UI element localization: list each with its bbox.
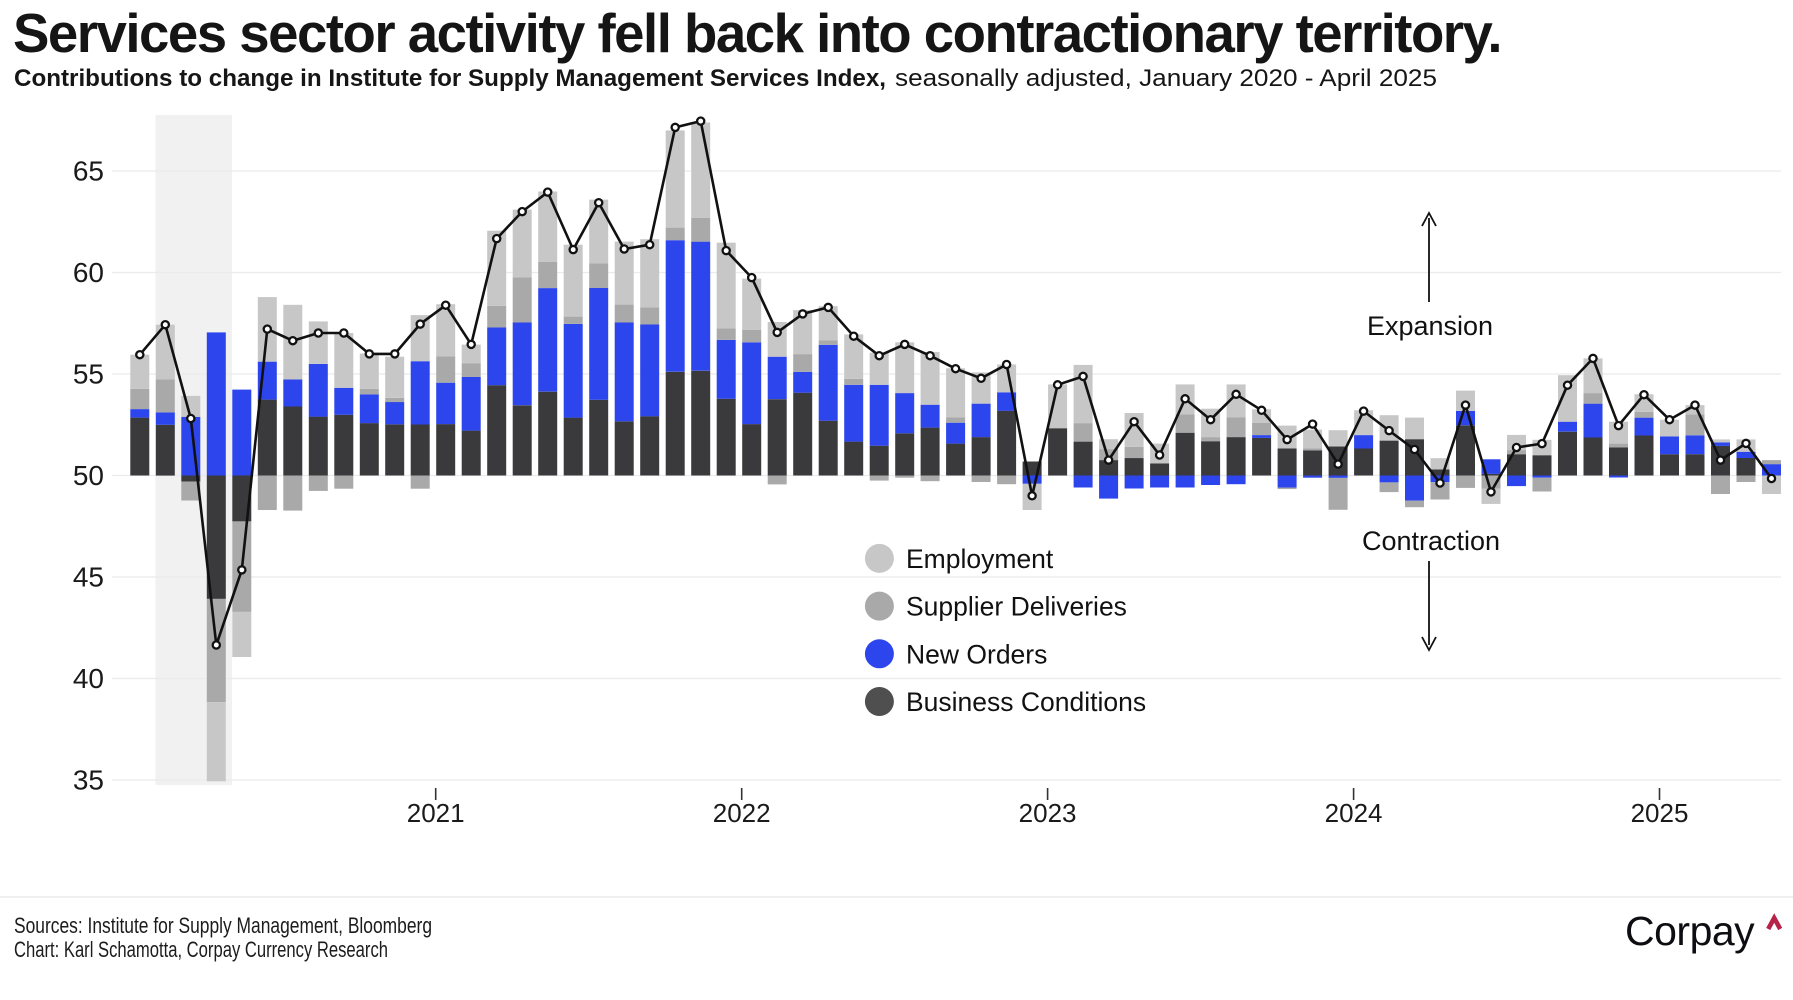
svg-text:35: 35 [73, 765, 104, 796]
svg-text:New Orders: New Orders [906, 639, 1047, 669]
svg-text:Employment: Employment [906, 544, 1054, 574]
svg-text:Contributions to change in Ins: Contributions to change in Institute for… [14, 65, 886, 92]
svg-text:seasonally adjusted, January 2: seasonally adjusted, January 2020 - Apri… [895, 65, 1437, 92]
svg-text:Sources: Institute for Supply: Sources: Institute for Supply Management… [14, 913, 432, 938]
svg-text:2023: 2023 [1019, 798, 1077, 828]
svg-text:55: 55 [73, 359, 104, 390]
svg-text:45: 45 [73, 562, 104, 593]
svg-text:2022: 2022 [713, 798, 771, 828]
svg-text:Supplier Deliveries: Supplier Deliveries [906, 592, 1127, 622]
svg-text:Chart: Karl Schamotta, Corpay: Chart: Karl Schamotta, Corpay Currency R… [14, 937, 388, 962]
svg-text:60: 60 [73, 257, 104, 288]
svg-text:40: 40 [73, 663, 104, 694]
svg-text:65: 65 [73, 156, 104, 187]
svg-text:2025: 2025 [1631, 798, 1689, 828]
svg-text:50: 50 [73, 460, 104, 491]
svg-text:Contraction: Contraction [1362, 526, 1500, 556]
svg-text:2024: 2024 [1325, 798, 1383, 828]
svg-text:Corpay: Corpay [1625, 908, 1755, 954]
svg-text:Expansion: Expansion [1367, 311, 1493, 341]
svg-text:Business Conditions: Business Conditions [906, 687, 1146, 717]
svg-text:2021: 2021 [407, 798, 465, 828]
svg-text:Services sector activity fell: Services sector activity fell back into … [13, 3, 1501, 64]
